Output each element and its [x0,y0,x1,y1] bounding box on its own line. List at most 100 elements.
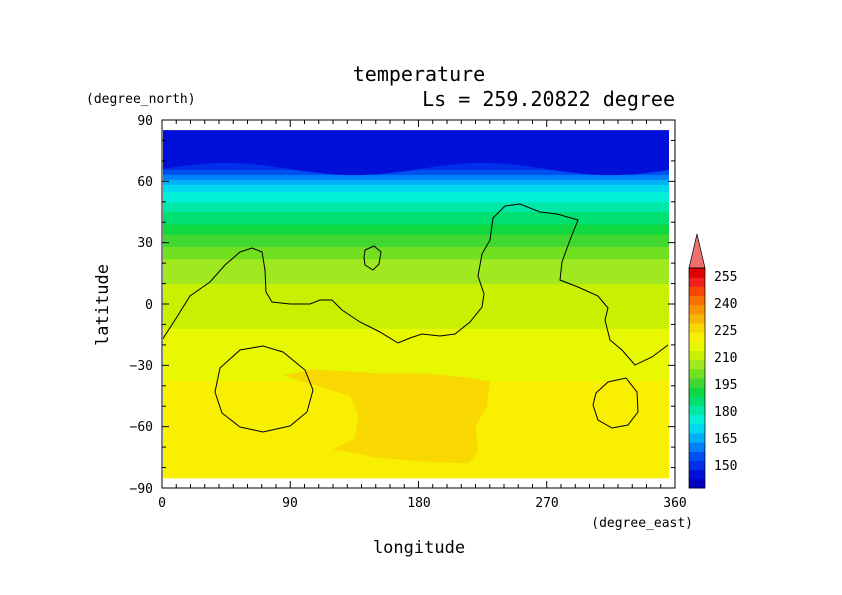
y-unit-label: (degree_north) [86,92,196,107]
fill-band [163,286,669,290]
fill-band [163,308,669,313]
contour-line-south-east [592,377,639,429]
fill-band [163,169,669,174]
fill-band [163,197,669,201]
x-tick-label: 360 [663,496,686,511]
colorbar-swatch [689,396,705,406]
fill-band [163,328,669,332]
fill-band [163,470,669,474]
fill-band [163,199,669,203]
fill-band [163,333,669,337]
fill-band [163,279,669,283]
fill-band [163,465,669,469]
chart-title: temperature [353,62,485,86]
x-tick-label: 90 [282,496,298,511]
fill-band [163,343,669,347]
fill-band [163,244,669,248]
colorbar-swatch [689,359,705,370]
x-tick-label: 180 [407,496,430,511]
y-tick-label: 30 [137,236,153,251]
fill-band [163,326,669,330]
colorbar-swatch [689,478,705,489]
y-axis-label: latitude [93,264,113,346]
fill-band [163,209,669,213]
colorbar-swatch [689,286,705,296]
fill-band [163,261,669,265]
fill-band [163,222,669,226]
fill-band [163,204,669,208]
colorbar-label: 150 [714,459,737,474]
colorbar-swatch [689,442,705,452]
fill-band [163,236,669,241]
fill-band [163,296,669,300]
fill-band [163,348,669,352]
fill-band [163,467,669,471]
fill-band [163,358,669,362]
x-tick-label: 0 [158,496,166,511]
colorbar-swatch [689,368,705,379]
fill-band [163,189,669,193]
colorbar-swatch [689,387,705,397]
fill-band [163,366,669,370]
fill-band [163,254,669,258]
fill-band [163,306,669,310]
contour-line-north-west [163,203,669,366]
colorbar-extend-arrow [688,233,706,269]
colorbar [688,233,706,489]
fill-band [163,212,669,216]
y-tick-label: −90 [130,482,153,497]
y-tick-label: −60 [130,420,153,435]
colorbar-swatch [689,423,705,434]
fill-band [163,172,669,176]
fill-band [163,289,669,293]
fill-band [163,361,669,365]
fill-band [163,229,669,233]
colorbar-swatch [689,313,705,324]
colorbar-label: 180 [714,405,737,420]
fill-band [163,274,669,278]
fill-band [163,207,669,211]
colorbar-swatch [689,295,705,306]
fill-band [163,323,669,327]
fill-band [163,341,669,345]
fill-band [163,316,669,320]
fill-band [163,219,669,223]
warm-region-fill [283,369,490,464]
fill-band [163,299,669,303]
fill-band [163,179,669,183]
fill-band [163,194,669,198]
fill-band [163,174,669,178]
fill-band [163,202,669,206]
fill-band [163,256,669,260]
colorbar-swatch [689,378,705,388]
y-tick-label: −30 [130,359,153,374]
x-unit-label: (degree_east) [591,516,693,531]
fill-band [163,313,669,318]
colorbar-swatch [689,460,705,471]
fill-band [163,475,669,479]
fill-band [163,251,669,255]
fill-band [163,184,669,188]
contour-lines [163,203,669,433]
fill-band [163,224,669,228]
colorbar-swatch [689,469,705,480]
fill-band [163,241,669,246]
fill-band [163,249,669,253]
colorbar-swatch [689,433,705,443]
y-tick-label: 0 [145,298,153,313]
fill-band [163,276,669,280]
fill-band [163,351,669,355]
fill-band [163,368,669,372]
fill-band [163,227,669,231]
fill-band [163,371,669,375]
colorbar-label: 165 [714,432,737,447]
fill-band [163,271,669,275]
colorbar-swatch [689,405,705,416]
fill-band [163,311,669,315]
fill-band [163,318,669,322]
fill-band [163,214,669,218]
y-tick-label: 60 [137,175,153,190]
fill-band [163,462,669,466]
fill-band [163,246,669,250]
